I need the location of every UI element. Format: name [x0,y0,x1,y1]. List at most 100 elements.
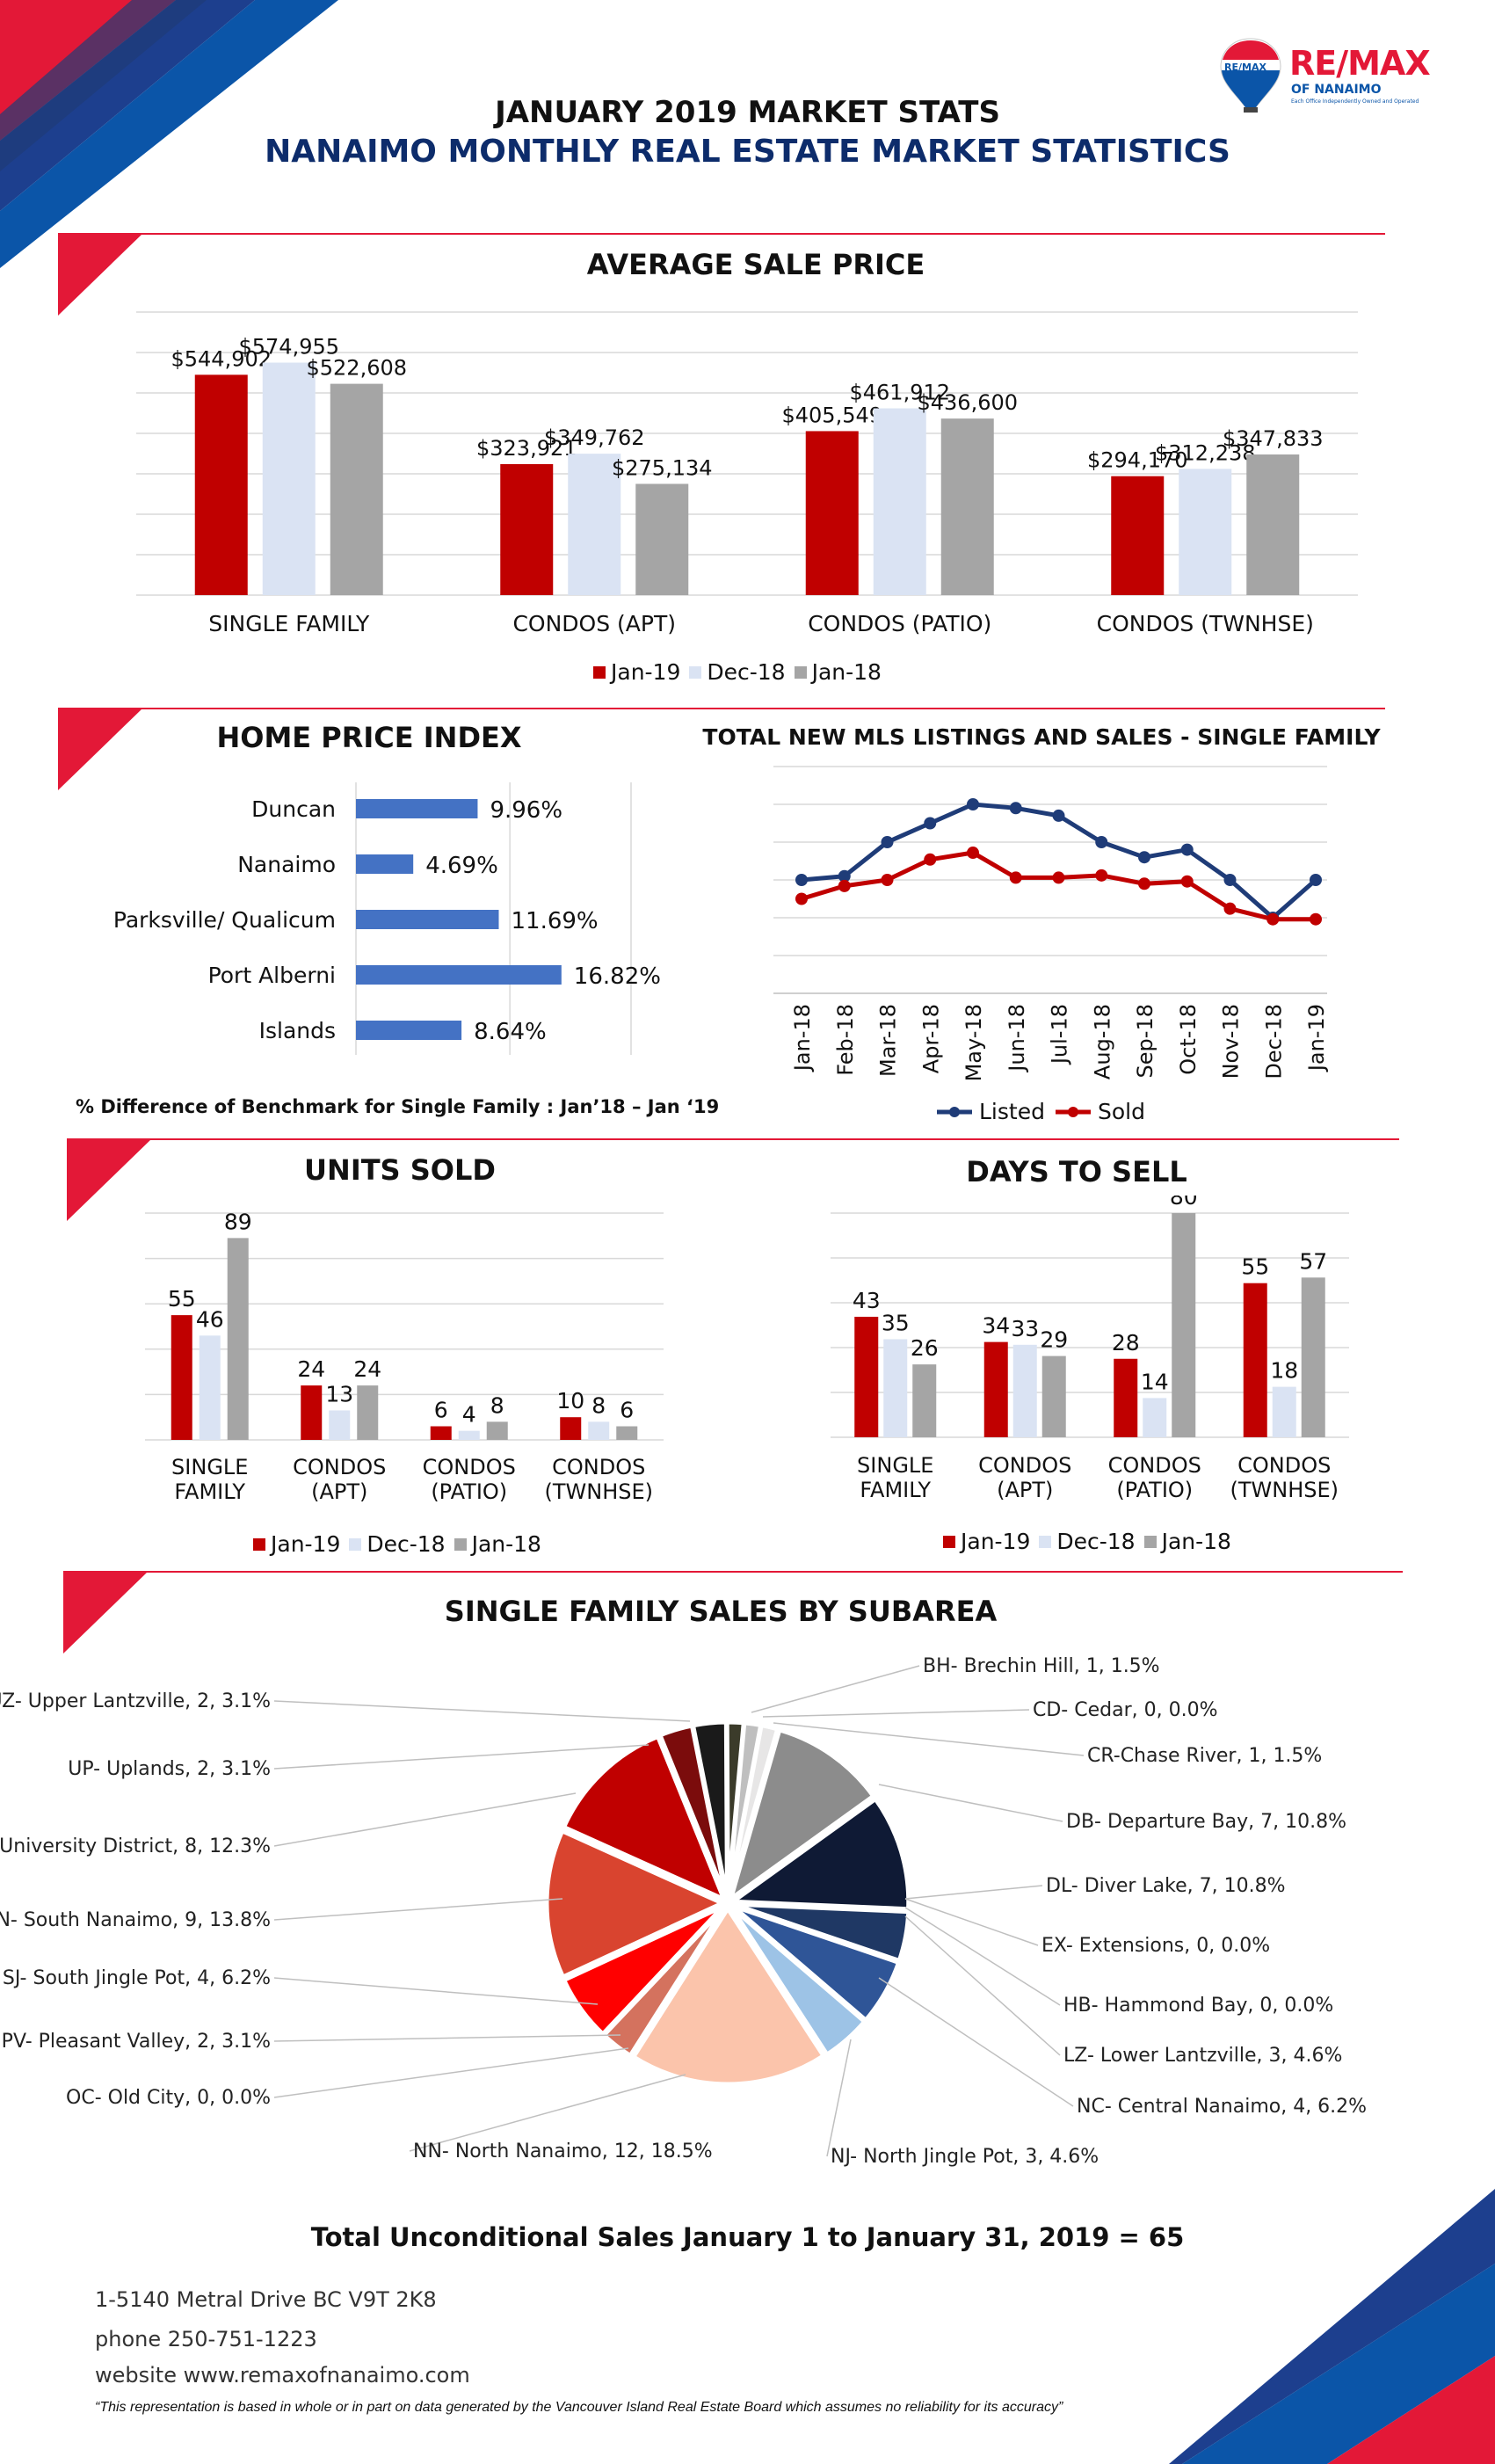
bar [1179,469,1232,595]
series-point [1310,874,1322,886]
hpi-value-label: 9.96% [490,797,562,824]
series-point [1095,836,1108,848]
legend-label: Listed [979,1099,1045,1124]
legend-label: Dec-18 [707,659,786,685]
series-point [838,879,851,892]
legend-item: Dec-18 [349,1531,446,1557]
hpi-value-label: 16.82% [574,963,661,990]
hpi-value-label: 8.64% [474,1019,547,1045]
series-point [1009,871,1022,884]
pie-slice [727,1726,877,1905]
hpi-category-label: Islands [259,1018,336,1043]
pie-slice-label: NN- North Nanaimo, 12, 18.5% [413,2141,713,2162]
bottom-right-corner-stripes [1169,2189,1495,2464]
pie-slice-label: SJ- South Jingle Pot, 4, 6.2% [3,1967,271,1989]
bar-data-label: 89 [224,1209,252,1234]
series-point [924,817,937,830]
legend-label: Dec-18 [366,1531,446,1557]
pie-leader-line [878,1784,1063,1822]
legend-item: Jan-19 [593,659,680,685]
bar-data-label: 29 [1040,1327,1068,1353]
bar [262,362,316,595]
hpi-category-label: Parksville/ Qualicum [113,907,336,933]
logo-tagline: Each Office Independently Owned and Oper… [1291,98,1419,105]
subarea-pie-chart: BH- Brechin Hill, 1, 1.5% CD- Cedar, 0, 0… [0,1655,1367,2168]
bar-data-label: $436,600 [917,390,1018,415]
category-label: SINGLE FAMILY [208,611,370,636]
series-point [1223,874,1237,886]
legend-line-marker [937,1106,972,1117]
bar-data-label: $347,833 [1223,426,1324,451]
bar-data-label: 24 [297,1356,325,1382]
bar [329,1410,351,1440]
category-label: CONDOS [293,1455,386,1479]
pie-slice-label: SN- South Nanaimo, 9, 13.8% [0,1909,271,1931]
pie-slice-label: NC- Central Nanaimo, 4, 6.2% [1077,2096,1367,2118]
avg-price-title: AVERAGE SALE PRICE [586,248,925,281]
bar [430,1426,452,1440]
bar [1114,1358,1138,1437]
bar [873,408,926,595]
pie-slice [561,1734,729,1904]
pie-leader-line [773,1722,1085,1756]
pie-slice-label: NJ- North Jingle Pot, 3, 4.6% [831,2146,1099,2168]
bar-data-label: 33 [1011,1316,1039,1341]
category-label: (PATIO) [1116,1478,1193,1502]
pie-leader-line [878,1977,1074,2107]
bar [560,1417,582,1440]
bar-data-label: 6 [620,1398,634,1423]
remax-logo: RE/MAX RE/MAX OF NANAIMO Each Office Ind… [1217,37,1437,125]
x-tick-label: Jul-18 [1048,1004,1072,1065]
legend-label: Jan-18 [1161,1529,1231,1554]
x-tick-label: Jun-18 [1005,1004,1029,1073]
bar-data-label: 57 [1299,1248,1327,1274]
bar [301,1385,323,1440]
section-divider-4 [63,1571,1403,1654]
logo-name: RE/MAX [1289,44,1431,83]
bar-data-label: 4 [462,1402,476,1428]
x-tick-label: May-18 [962,1004,986,1081]
bar [1041,1356,1066,1437]
legend-item: Sold [1054,1099,1145,1124]
bar [1111,476,1165,595]
hpi-value-label: 4.69% [425,853,498,879]
bar-data-label: 8 [490,1392,504,1418]
legend-item: Jan-18 [454,1531,541,1557]
series-point [1223,902,1237,915]
bar-data-label: 55 [1241,1254,1269,1280]
x-tick-label: Jan-18 [790,1004,815,1072]
hpi-bar [356,910,499,929]
legend-line-marker [1055,1106,1091,1117]
category-label: CONDOS [552,1455,645,1479]
listings-title: TOTAL NEW MLS LISTINGS AND SALES - SINGL… [702,724,1381,750]
pie-leader-line [409,2074,686,2152]
pie-slice-label: UD- University District, 8, 12.3% [0,1835,271,1857]
bar-data-label: $461,912 [849,381,950,405]
footer-disclaimer: “This representation is based in whole o… [95,2400,1063,2415]
pie-slice-label: CD- Cedar, 0, 0.0% [1033,1699,1217,1721]
bar [227,1238,249,1440]
series-point [1052,871,1065,884]
pie-leader-line [904,1885,1043,1900]
category-label: CONDOS [1237,1453,1331,1478]
pie-leader-line [751,1665,920,1713]
bar [883,1339,908,1437]
category-label: (APT) [997,1478,1053,1502]
pie-leader-line [273,1792,577,1847]
pie-slice [724,1719,746,1899]
series-point [1180,875,1194,888]
legend-label: Dec-18 [1056,1529,1136,1554]
hpi-caption: % Difference of Benchmark for Single Fam… [76,1096,720,1117]
bar [199,1335,221,1440]
bar-data-label: 46 [196,1306,224,1332]
bar [588,1421,610,1440]
pie-slice-label: BH- Brechin Hill, 1, 1.5% [923,1655,1160,1677]
bar [500,463,554,595]
x-tick-label: Apr-18 [918,1004,943,1073]
category-label: CONDOS [1108,1453,1201,1478]
units-sold-title: UNITS SOLD [304,1153,496,1187]
pie-leader-line [273,1744,650,1770]
page-title: JANUARY 2019 MARKET STATS [495,95,1000,130]
series-point [1095,869,1108,882]
